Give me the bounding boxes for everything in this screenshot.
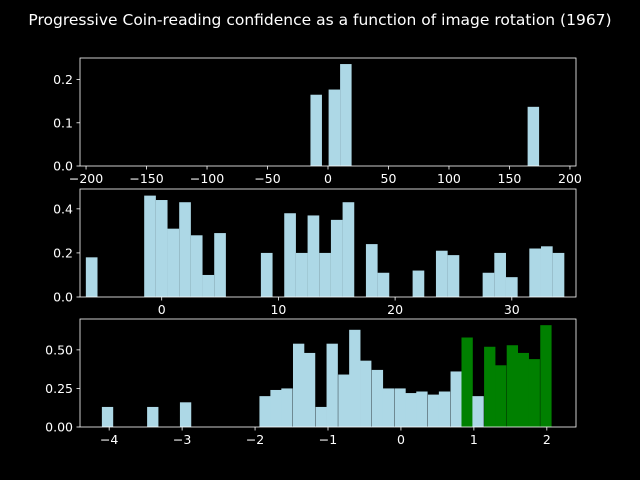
- axes-frame: [79, 57, 577, 167]
- histogram-bar: [394, 388, 406, 427]
- x-tick-label: −3: [173, 432, 191, 447]
- x-tick-label: −4: [100, 432, 118, 447]
- histogram-bar: [310, 94, 322, 166]
- histogram-bar: [494, 252, 506, 297]
- histogram-bar: [338, 374, 350, 427]
- histogram-bar: [447, 255, 460, 297]
- x-tick-label: 0: [397, 432, 405, 447]
- histogram-bar: [179, 402, 192, 427]
- histogram-bar: [281, 388, 293, 427]
- histogram-bar: [377, 272, 390, 297]
- x-tick-label: −200: [69, 171, 103, 186]
- x-tick-label: 20: [387, 302, 403, 317]
- histogram-bar: [147, 406, 159, 427]
- x-tick-label: 0: [158, 302, 166, 317]
- histogram-bar: [528, 359, 540, 427]
- y-tick-label: 0.25: [45, 381, 73, 396]
- histogram-bar: [505, 277, 518, 297]
- histogram-bar: [552, 252, 565, 297]
- y-tick-label: 0.00: [45, 420, 73, 435]
- axes-frame: [79, 188, 577, 298]
- x-tick-label: 30: [504, 302, 520, 317]
- y-tick-label: 0.2: [53, 72, 73, 87]
- panel-3: −4 −3 −2 −1 0 1 2 0.00 0.25 0.50: [45, 318, 577, 447]
- chart-title: Progressive Coin-reading confidence as a…: [28, 11, 611, 29]
- histogram-bar: [527, 106, 540, 166]
- histogram-bar: [179, 202, 191, 297]
- x-tick-label: 0: [324, 171, 332, 186]
- histogram-bar: [328, 89, 341, 166]
- x-tick-label: 100: [437, 171, 461, 186]
- histogram-bar: [260, 252, 273, 297]
- x-tick-label: −50: [254, 171, 280, 186]
- histogram-bar: [330, 219, 343, 297]
- histogram-bar: [371, 369, 384, 427]
- histogram-bar: [167, 228, 180, 297]
- histogram-bar: [340, 64, 352, 166]
- x-tick-label: 50: [381, 171, 397, 186]
- histogram-bar: [405, 393, 417, 427]
- histogram-bar: [319, 252, 331, 297]
- histogram-bar: [190, 235, 203, 297]
- y-tick-label: 0.1: [53, 115, 73, 130]
- histogram-bar: [315, 406, 327, 427]
- histogram-bar: [295, 252, 308, 297]
- histogram-bar: [259, 396, 271, 427]
- histogram-bar: [85, 257, 98, 297]
- histogram-bar: [342, 202, 355, 297]
- histogram-bar: [307, 215, 320, 297]
- histogram-bar: [506, 345, 519, 427]
- histogram-bar: [427, 394, 440, 427]
- histogram-bar: [450, 371, 462, 427]
- histogram-bar: [529, 248, 541, 297]
- histogram-bar: [517, 352, 529, 427]
- histogram-bar: [435, 250, 448, 297]
- histogram-bar: [202, 274, 215, 297]
- histogram-bar: [472, 396, 484, 427]
- x-tick-label: 10: [270, 302, 286, 317]
- histogram-bar: [482, 272, 495, 297]
- histogram-bar: [349, 329, 361, 427]
- x-tick-label: 200: [558, 171, 582, 186]
- y-tick-label: 0.2: [53, 245, 73, 260]
- histogram-bar: [416, 391, 428, 427]
- histogram-bar: [365, 244, 378, 297]
- histogram-bar: [214, 233, 226, 297]
- y-tick-label: 0.0: [53, 290, 73, 305]
- x-tick-label: 2: [543, 432, 551, 447]
- histogram-bar: [412, 270, 425, 297]
- histogram-bar: [540, 246, 553, 297]
- x-tick-label: −2: [246, 432, 264, 447]
- histogram-bar: [495, 365, 507, 427]
- histogram-bar: [292, 343, 305, 427]
- histogram-bar: [284, 213, 296, 297]
- histogram-bar: [144, 195, 156, 297]
- histogram-bar: [540, 325, 552, 427]
- histogram-bar: [101, 406, 114, 427]
- histogram-bar: [484, 346, 496, 427]
- histogram-bar: [438, 391, 451, 427]
- x-tick-label: 150: [498, 171, 522, 186]
- y-tick-label: 0.50: [45, 342, 73, 357]
- histogram-bar: [303, 352, 316, 427]
- x-tick-label: −1: [319, 432, 337, 447]
- x-tick-label: −150: [129, 171, 163, 186]
- histogram-bar: [270, 389, 282, 427]
- y-tick-label: 0.0: [53, 159, 73, 174]
- panel-2: 0 10 20 30 0.0 0.2 0.4: [53, 188, 577, 317]
- y-tick-label: 0.4: [53, 201, 73, 216]
- histogram-bar: [382, 388, 395, 427]
- histogram-bar: [360, 360, 372, 427]
- panel-1: −200 −150 −100 −50 0 50 100 150 200 0.0 0.1 0.2: [53, 57, 582, 186]
- x-tick-label: 1: [470, 432, 478, 447]
- histogram-bar: [461, 337, 473, 427]
- x-tick-label: −100: [190, 171, 224, 186]
- histogram-bar: [326, 343, 338, 427]
- histogram-bar: [155, 200, 168, 297]
